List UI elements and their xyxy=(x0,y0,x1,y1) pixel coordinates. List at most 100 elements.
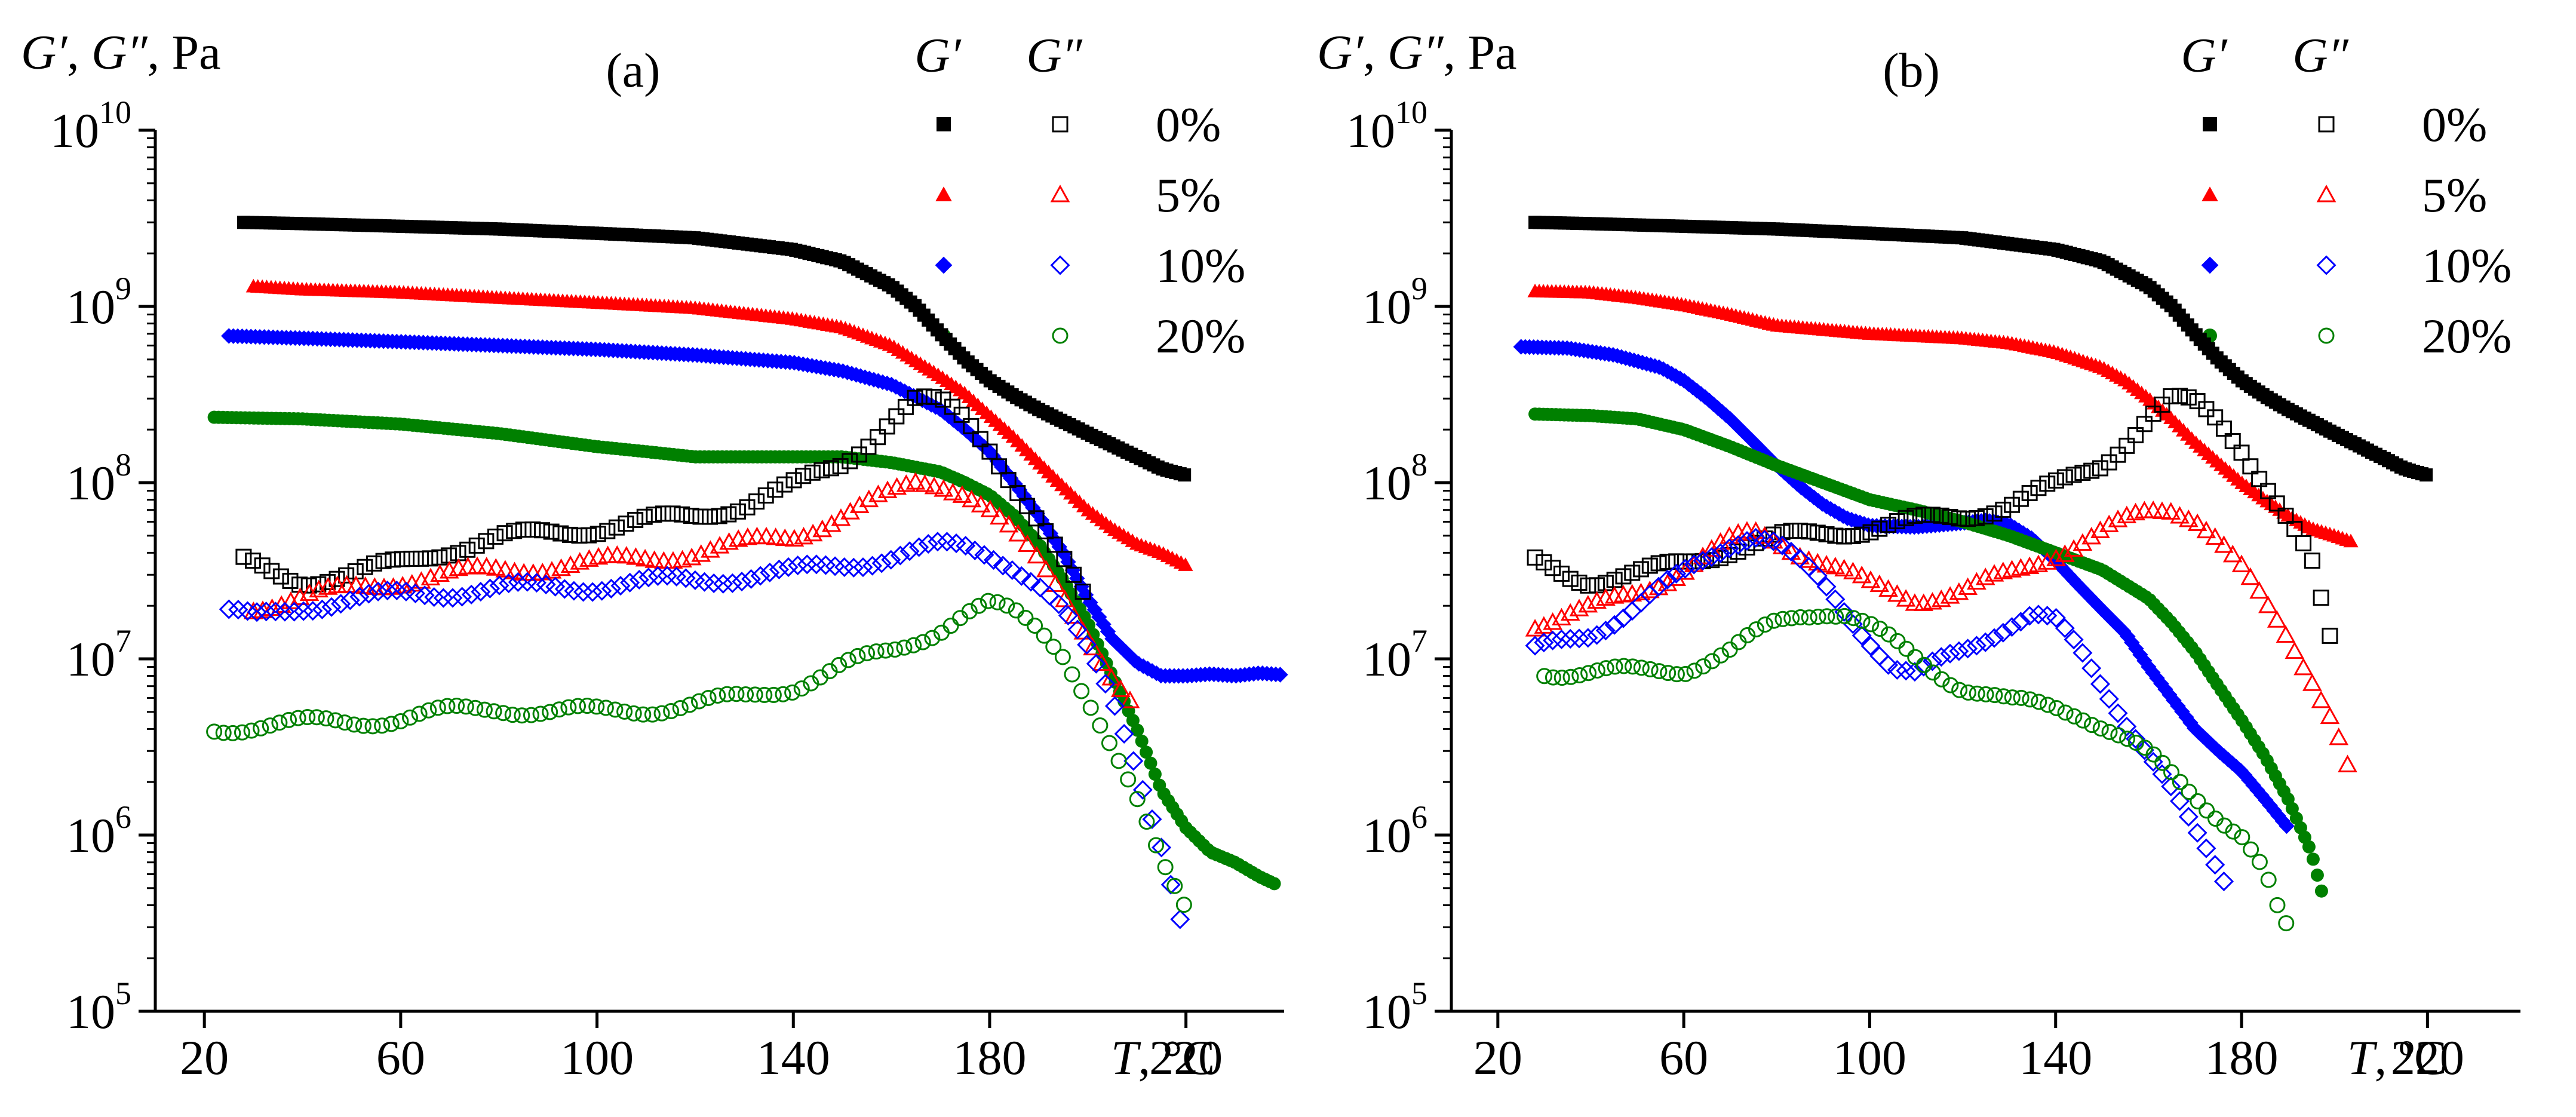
data-point xyxy=(411,705,428,722)
data-point xyxy=(2242,458,2259,475)
data-point xyxy=(1045,639,1062,655)
data-point xyxy=(2198,401,2215,418)
data-point xyxy=(1949,641,1969,661)
data-point xyxy=(284,602,305,622)
data-point xyxy=(843,557,864,578)
y-tick-label: 106 xyxy=(66,799,131,863)
data-point xyxy=(2178,806,2199,827)
y-axis-label-g1: G′ xyxy=(1317,25,1364,79)
data-point xyxy=(327,712,344,729)
data-point xyxy=(2153,676,2169,692)
data-point xyxy=(1064,666,1080,683)
y-tick-label: 107 xyxy=(1362,623,1427,686)
data-point xyxy=(552,525,569,542)
data-point xyxy=(2338,754,2357,772)
data-point xyxy=(870,429,886,446)
data-point xyxy=(806,554,827,575)
data-point xyxy=(681,696,698,713)
data-point xyxy=(626,547,646,565)
data-point xyxy=(2163,388,2179,404)
data-point xyxy=(1872,621,1889,637)
data-point xyxy=(2225,823,2242,840)
data-point xyxy=(2154,754,2171,771)
legend-marker-gpp xyxy=(1052,116,1069,133)
data-point xyxy=(701,540,720,558)
y-tick-base: 10 xyxy=(66,632,115,686)
data-point xyxy=(980,593,996,609)
data-point xyxy=(1844,528,1861,545)
data-point xyxy=(1958,577,1978,596)
y-tick-base: 10 xyxy=(1362,280,1411,334)
data-point xyxy=(2196,838,2216,858)
series-gdoubleprime-5pct xyxy=(1525,500,2357,772)
data-point xyxy=(1766,612,1782,629)
data-point xyxy=(1931,589,1951,607)
data-point xyxy=(803,523,823,542)
data-point xyxy=(588,698,605,715)
data-point xyxy=(245,553,262,569)
data-point xyxy=(1178,557,1193,571)
data-point xyxy=(620,572,640,593)
series-gdoubleprime-10pct xyxy=(219,532,1190,929)
data-point xyxy=(886,641,903,658)
data-point xyxy=(2234,829,2250,846)
data-point xyxy=(700,689,717,706)
data-point xyxy=(2222,544,2243,563)
data-point xyxy=(1668,666,1685,683)
data-point xyxy=(1898,640,1915,657)
data-point xyxy=(1871,520,1888,537)
data-point xyxy=(952,610,969,627)
data-point xyxy=(2090,520,2110,538)
data-point xyxy=(403,550,420,567)
data-point xyxy=(916,388,933,405)
data-point xyxy=(1693,551,1713,571)
data-point xyxy=(1049,594,1069,615)
data-point xyxy=(877,642,894,659)
legend-marker-gp xyxy=(937,117,951,131)
data-point xyxy=(318,710,334,727)
data-point xyxy=(748,493,765,510)
data-point xyxy=(524,521,541,538)
data-point xyxy=(924,476,944,495)
legend-header-g1: G′ xyxy=(914,28,961,82)
data-point xyxy=(2074,581,2090,597)
data-point xyxy=(1028,510,1045,527)
data-point xyxy=(766,527,786,545)
data-point xyxy=(732,572,752,592)
data-point xyxy=(1853,526,1870,543)
data-point xyxy=(1073,683,1090,699)
legend-header-g2: G″ xyxy=(1026,28,1082,82)
data-point xyxy=(1553,670,1570,686)
data-point xyxy=(551,701,567,718)
data-point xyxy=(1986,505,2003,522)
data-point xyxy=(832,458,849,474)
data-point xyxy=(952,485,972,503)
legend-header-g1: G′ xyxy=(2181,28,2227,82)
data-point xyxy=(690,693,707,710)
data-point xyxy=(1772,535,1792,556)
series-gprime-0pct xyxy=(237,216,1192,482)
data-point xyxy=(573,582,594,602)
data-point xyxy=(1746,521,1766,539)
data-point xyxy=(1142,809,1162,829)
data-point xyxy=(514,707,530,724)
data-point xyxy=(965,540,985,560)
y-tick-exp: 5 xyxy=(115,975,131,1011)
data-point xyxy=(1960,511,1976,527)
y-tick-exp: 7 xyxy=(115,623,131,659)
data-point xyxy=(1027,617,1043,634)
legend-label: 10% xyxy=(2422,238,2511,293)
data-point xyxy=(984,550,1004,570)
data-point xyxy=(1977,508,1994,524)
y-tick-base: 10 xyxy=(50,103,99,158)
data-point xyxy=(1878,655,1899,675)
data-point xyxy=(2190,793,2206,810)
data-point xyxy=(1144,756,1157,770)
data-point xyxy=(849,495,870,513)
data-point xyxy=(1860,570,1881,588)
y-axis-label: G′, G″, Pa xyxy=(21,25,221,79)
data-point xyxy=(1659,554,1676,570)
data-point xyxy=(2120,628,2136,645)
data-point xyxy=(1880,517,1897,533)
x-axis-label-unit: , °C xyxy=(1138,1030,1215,1085)
